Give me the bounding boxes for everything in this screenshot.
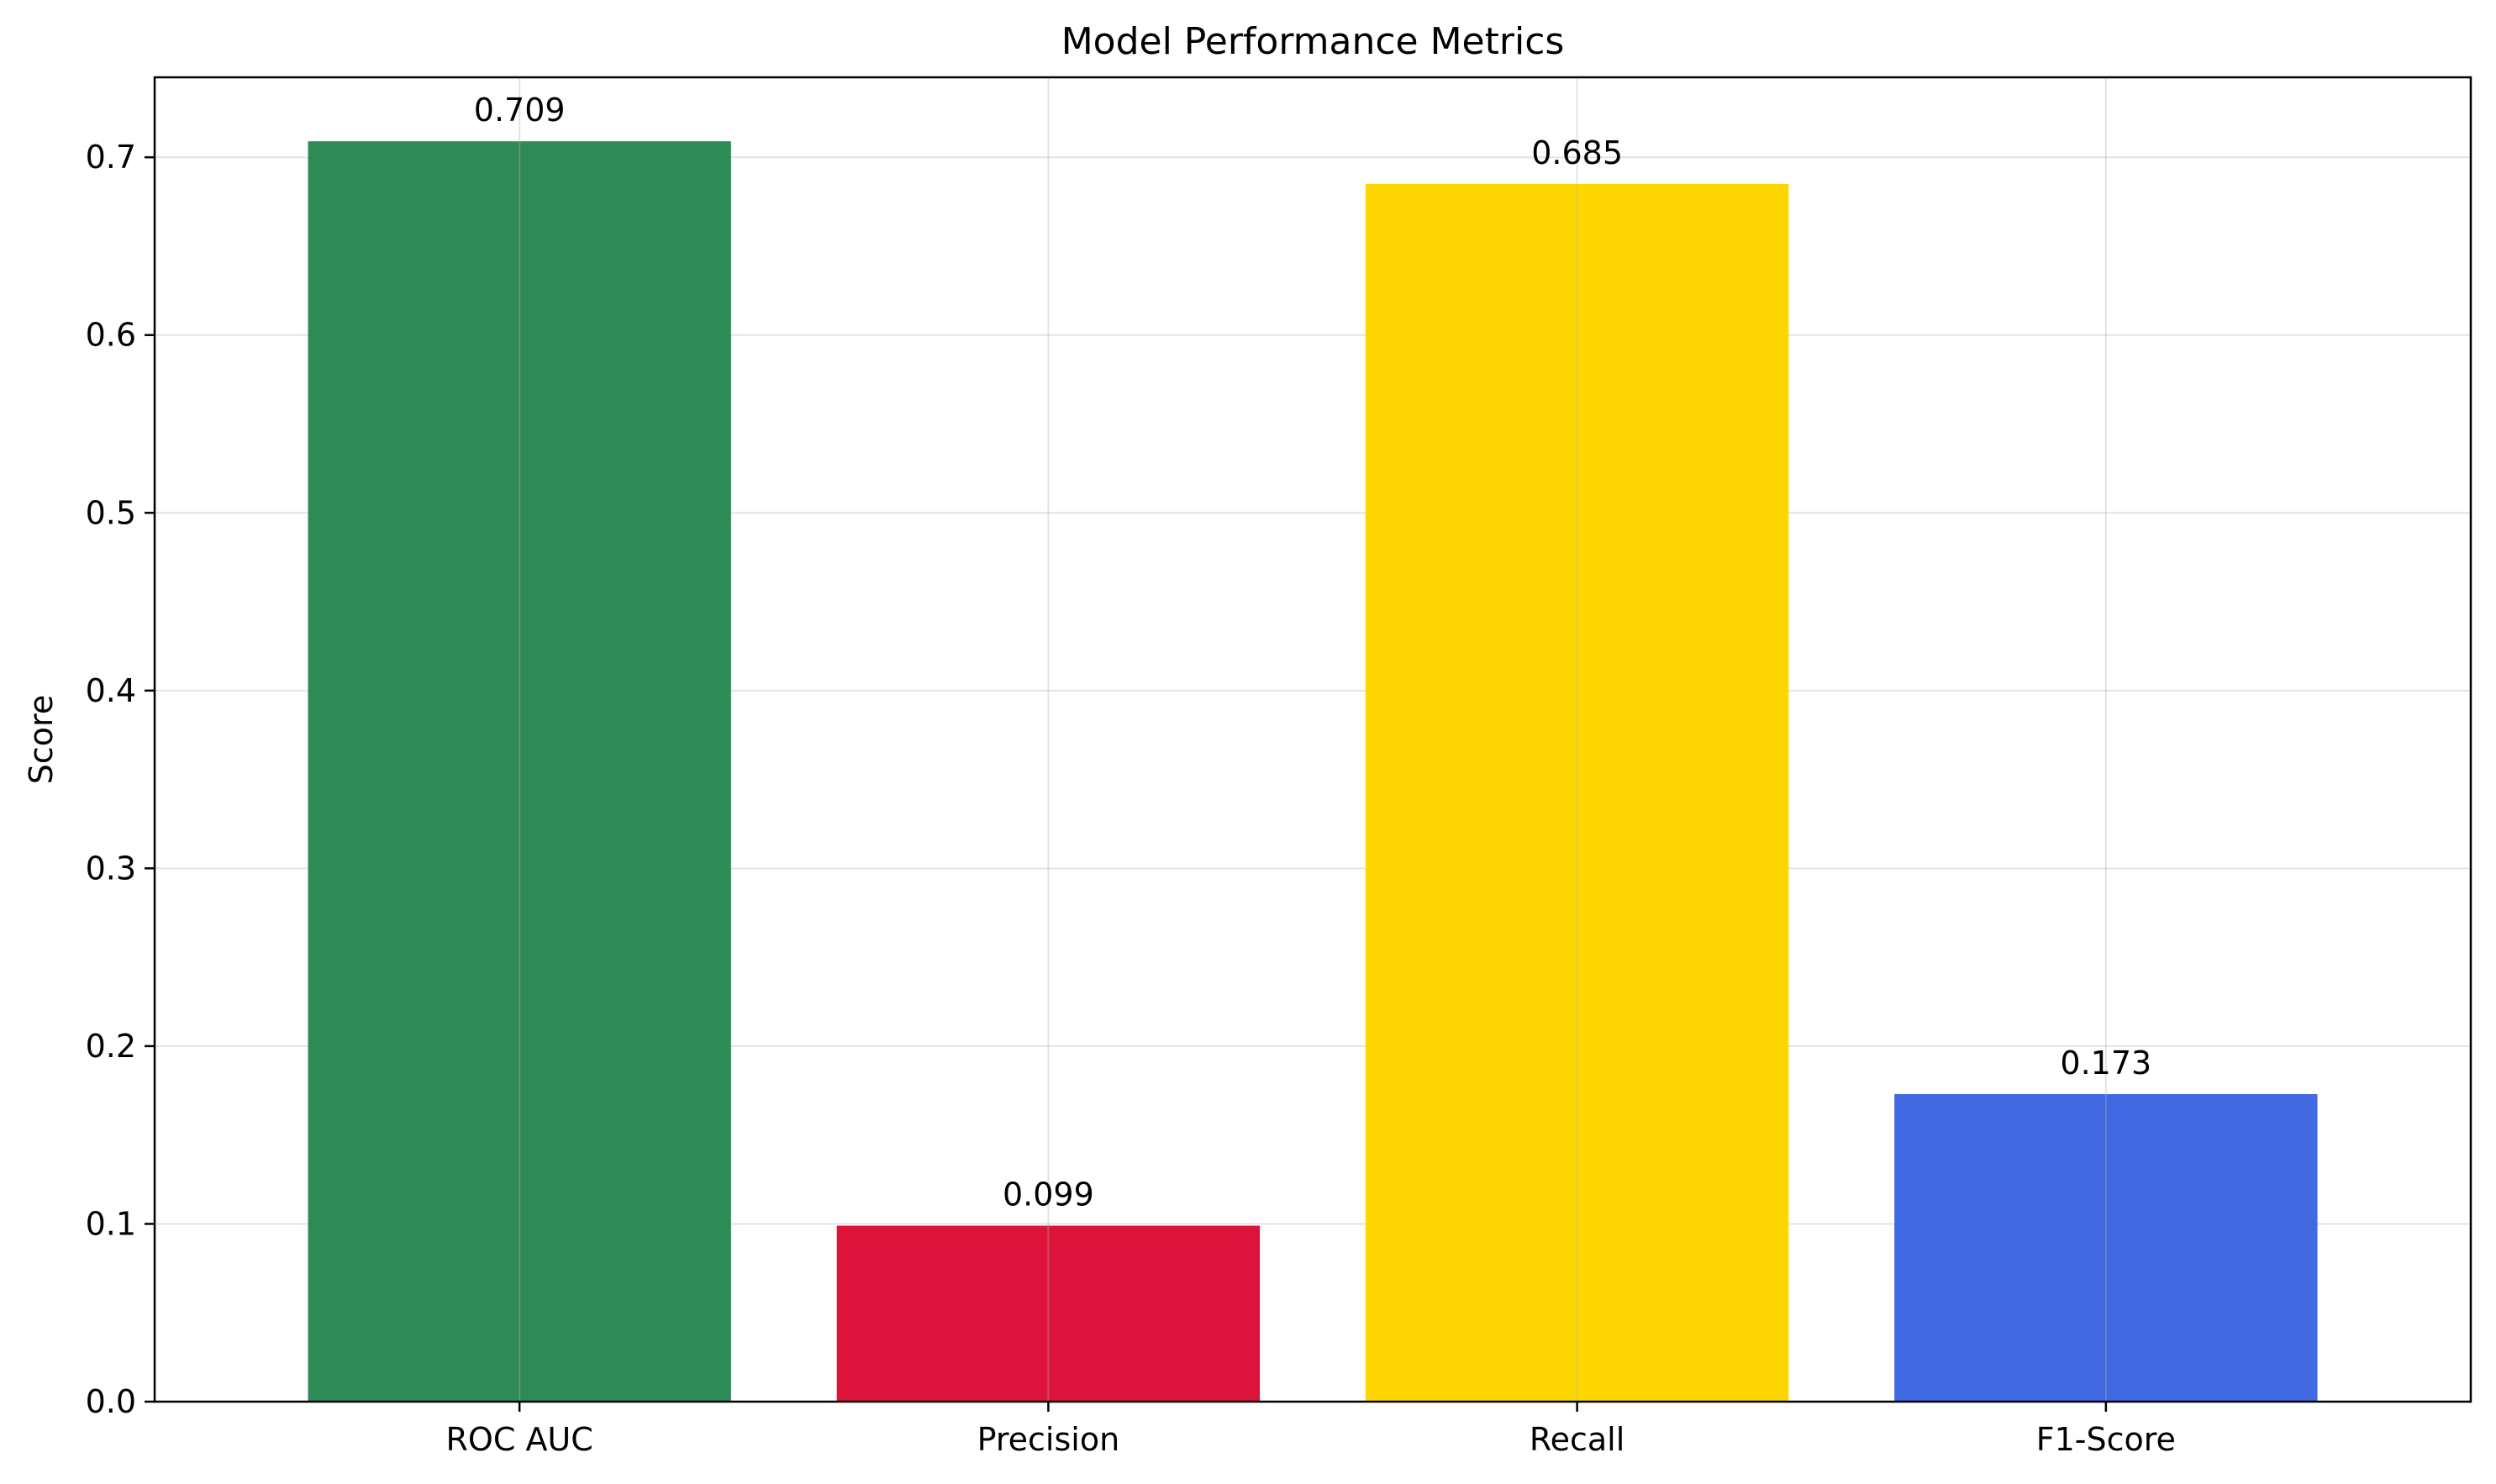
bar — [1365, 183, 1789, 1402]
plot-frame — [153, 76, 2472, 1403]
x-axis: ROC AUC Precision Recall F1-Score — [446, 1402, 2176, 1458]
x-tick-label: Recall — [1530, 1421, 1625, 1458]
y-axis-label: Score — [23, 695, 60, 784]
x-tick-label: F1-Score — [2036, 1421, 2176, 1458]
vertical-grid-layer — [519, 77, 2107, 1402]
y-tick-label: 0.0 — [86, 1383, 136, 1420]
y-tick-label: 0.3 — [86, 850, 136, 887]
y-tick-label: 0.6 — [86, 317, 136, 354]
bar-value-label: 0.173 — [2060, 1045, 2151, 1081]
y-tick-label: 0.1 — [86, 1205, 136, 1242]
y-axis: 0.0 0.1 0.2 0.3 0.4 0.5 0.6 0.7 — [86, 139, 155, 1420]
bars-layer — [308, 141, 2318, 1402]
bar-value-label: 0.709 — [474, 92, 566, 129]
y-tick-label: 0.7 — [86, 139, 136, 176]
y-tick-label: 0.2 — [86, 1028, 136, 1065]
y-tick-label: 0.5 — [86, 494, 136, 531]
y-tick-label: 0.4 — [86, 672, 136, 709]
chart-title: Model Performance Metrics — [1061, 20, 1565, 63]
value-labels: 0.709 0.099 0.685 0.173 — [474, 92, 2151, 1213]
x-tick-label: ROC AUC — [446, 1421, 593, 1458]
bar-value-label: 0.685 — [1531, 134, 1623, 171]
x-tick-label: Precision — [977, 1421, 1120, 1458]
bar-value-label: 0.099 — [1003, 1176, 1094, 1213]
bar — [308, 141, 731, 1402]
bar — [836, 1225, 1261, 1402]
bar — [1894, 1094, 2318, 1402]
